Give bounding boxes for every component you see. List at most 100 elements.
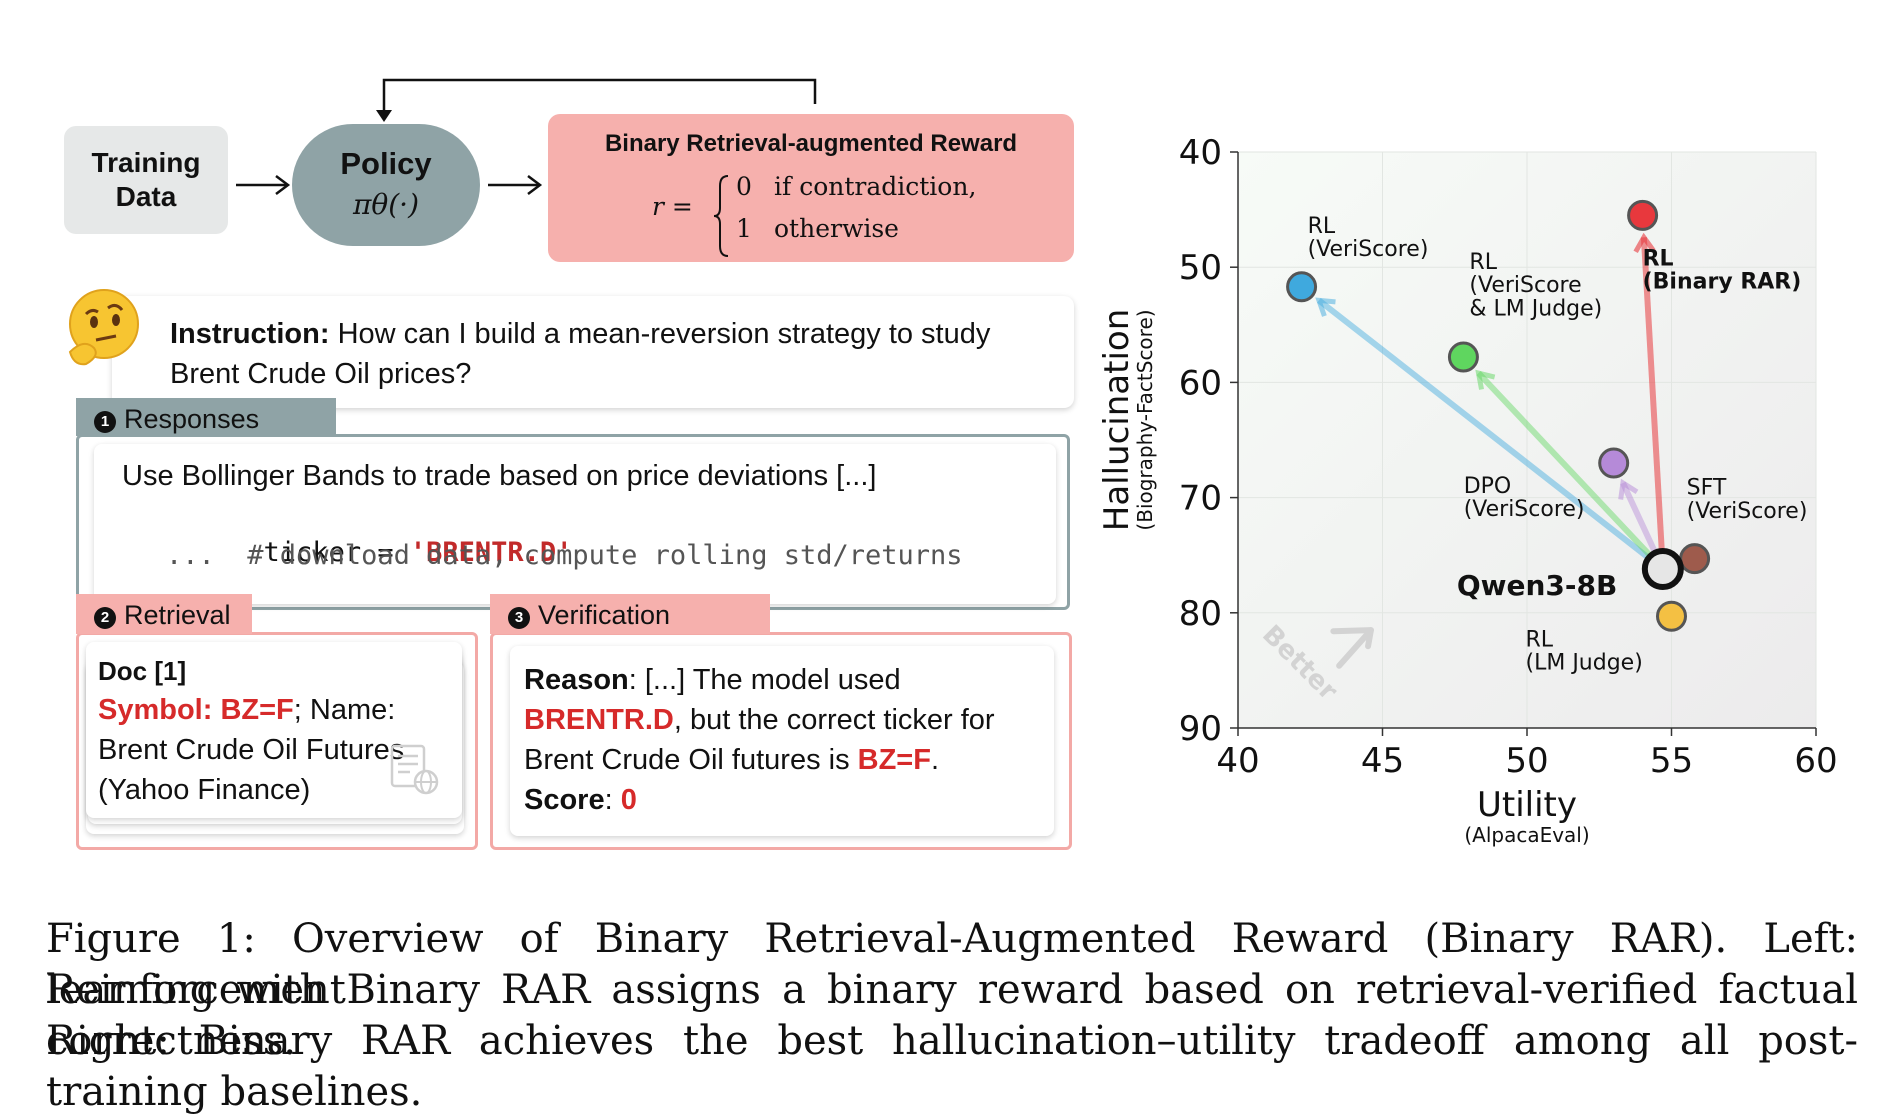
caption-line-1: Figure 1: Overview of Binary Retrieval-A… — [46, 916, 1858, 1013]
reward-case1-cond: otherwise — [774, 214, 899, 243]
instruction-text-block: Instruction: How can I build a mean-reve… — [170, 314, 1050, 394]
score-value: 0 — [620, 784, 637, 816]
verification-tab-label: Verification — [538, 600, 671, 630]
response-code-line1: ticker = 'BRENTR.D' — [166, 506, 573, 599]
data-point — [1286, 271, 1318, 303]
policy-box: Policy πθ(·) — [292, 124, 480, 246]
point-label-line: (LM Judge) — [1526, 650, 1643, 675]
instruction-text: How can I build a mean-reversion strateg… — [170, 318, 991, 390]
data-point — [1598, 447, 1630, 479]
code-variable: ticker = — [263, 537, 410, 568]
verification-card: Reason: [...] The model used BRENTR.D, b… — [510, 646, 1054, 836]
arrow-right-icon — [488, 175, 543, 195]
y-tick-label: 70 — [1179, 479, 1222, 519]
instruction-card: Instruction: How can I build a mean-reve… — [112, 296, 1074, 408]
point-label: RL (VeriScore & LM Judge) — [1469, 250, 1602, 321]
score-label: Score — [524, 784, 605, 816]
arrow-right-icon — [236, 175, 291, 195]
point-label: DPO (VeriScore) — [1464, 474, 1585, 522]
x-axis-sublabel: (AlpacaEval) — [1464, 823, 1589, 847]
doc-name: Brent Crude Oil Futures (Yahoo Finance) — [98, 734, 405, 806]
y-tick-label: 40 — [1179, 133, 1222, 173]
doc-symbol: Symbol: BZ=F — [98, 694, 294, 726]
point-label-line: & LM Judge) — [1469, 296, 1602, 321]
x-tick-label: 45 — [1361, 741, 1404, 781]
step-number-2: 2 — [94, 607, 116, 629]
point-label-line: (VeriScore) — [1464, 497, 1585, 522]
y-axis-label: Hallucination — [1097, 309, 1137, 532]
point-label-line: RL — [1469, 250, 1497, 275]
point-label-line: (VeriScore — [1469, 273, 1581, 298]
feedback-arrow — [376, 78, 817, 122]
y-axis-sublabel: (Biography-FactScore) — [1133, 309, 1157, 530]
improvement-arrow-head — [1315, 297, 1336, 317]
point-label: RL (Binary RAR) — [1643, 246, 1802, 294]
x-tick-label: 55 — [1650, 741, 1693, 781]
responses-tab-label: Responses — [124, 404, 260, 434]
step-number-3: 3 — [508, 607, 530, 629]
y-tick-label: 50 — [1179, 248, 1222, 288]
point-label-line: RL — [1643, 246, 1674, 271]
y-tick-label: 80 — [1179, 594, 1222, 634]
reward-case0-value: 0 — [736, 172, 752, 201]
point-label-line: Qwen3-8B — [1457, 569, 1618, 602]
verification-body: Reason: [...] The model used BRENTR.D, b… — [524, 660, 1040, 820]
training-data-label: Training Data — [91, 147, 201, 212]
data-point — [1656, 600, 1687, 632]
point-label: Qwen3-8B — [1457, 569, 1618, 602]
caption-line-2: learning with Binary RAR assigns a binar… — [46, 967, 1858, 1064]
reason-label: Reason — [524, 664, 629, 696]
data-point — [1627, 199, 1659, 231]
improvement-arrow — [1476, 371, 1666, 572]
hallucination-utility-chart: 40 45 50 55 60 40 50 60 70 80 90 Utility(AlpacaEval… — [1097, 133, 1838, 847]
document-globe-icon — [390, 744, 439, 795]
responses-tab: 1 Responses — [76, 398, 336, 436]
reward-case0-cond: if contradiction, — [774, 172, 977, 201]
reward-formula-lhs: r = — [652, 192, 693, 221]
reward-title: Binary Retrieval-augmented Reward — [604, 130, 1018, 157]
score-separator: : — [604, 784, 621, 816]
caption-line-3: Right: Binary RAR achieves the best hall… — [46, 1018, 1858, 1115]
reward-case1-value: 1 — [736, 214, 752, 243]
data-point — [1679, 543, 1711, 575]
doc-body: Symbol: BZ=F; Name: Brent Crude Oil Futu… — [98, 690, 438, 810]
response-line1: Use Bollinger Bands to trade based on pr… — [122, 460, 877, 492]
response-card: Use Bollinger Bands to trade based on pr… — [94, 444, 1056, 604]
point-label-line: (VeriScore) — [1308, 237, 1429, 262]
doc-separator: ; Name: — [293, 694, 396, 726]
better-arrow-head-icon — [1330, 627, 1374, 650]
doc-card: Doc [1] Symbol: BZ=F; Name: Brent Crude … — [86, 642, 462, 818]
data-point — [1447, 341, 1479, 373]
reason-text1: : [...] The model used — [628, 664, 901, 696]
retrieval-panel — [76, 632, 478, 850]
x-tick-label: 60 — [1794, 741, 1837, 781]
point-label: RL (VeriScore) — [1308, 214, 1429, 262]
improvement-arrow — [1317, 297, 1665, 572]
data-point — [1641, 548, 1684, 591]
point-label-line: SFT — [1687, 476, 1727, 501]
reason-correct: BZ=F — [857, 744, 931, 776]
improvement-arrow — [1640, 237, 1666, 570]
reason-ticker: BRENTR.D — [524, 704, 674, 736]
verification-tab: 3 Verification — [490, 594, 770, 634]
point-label-line: DPO — [1464, 474, 1512, 499]
x-tick-label: 50 — [1505, 741, 1548, 781]
policy-formula: πθ(·) — [352, 188, 419, 221]
better-arrow-icon — [1336, 627, 1374, 669]
reason-end: . — [930, 744, 940, 776]
brace-icon — [713, 175, 729, 257]
verification-panel — [490, 632, 1072, 850]
y-tick-label: 60 — [1179, 363, 1222, 403]
reason-text2: , but the correct ticker for Brent Crude… — [524, 704, 995, 776]
retrieval-tab: 2 Retrieval — [76, 594, 252, 634]
point-label-line: RL — [1526, 627, 1554, 652]
x-tick-label: 40 — [1216, 741, 1259, 781]
instruction-label: Instruction: — [170, 318, 330, 350]
improvement-arrow-head — [1618, 478, 1639, 500]
point-label-line: (Binary RAR) — [1643, 269, 1802, 294]
point-label-line: RL — [1308, 214, 1336, 239]
reward-box: Binary Retrieval-augmented Reward r = 0 … — [548, 114, 1074, 262]
retrieval-tab-label: Retrieval — [124, 600, 231, 630]
policy-title: Policy — [340, 146, 432, 181]
x-axis-label: Utility — [1477, 785, 1577, 825]
